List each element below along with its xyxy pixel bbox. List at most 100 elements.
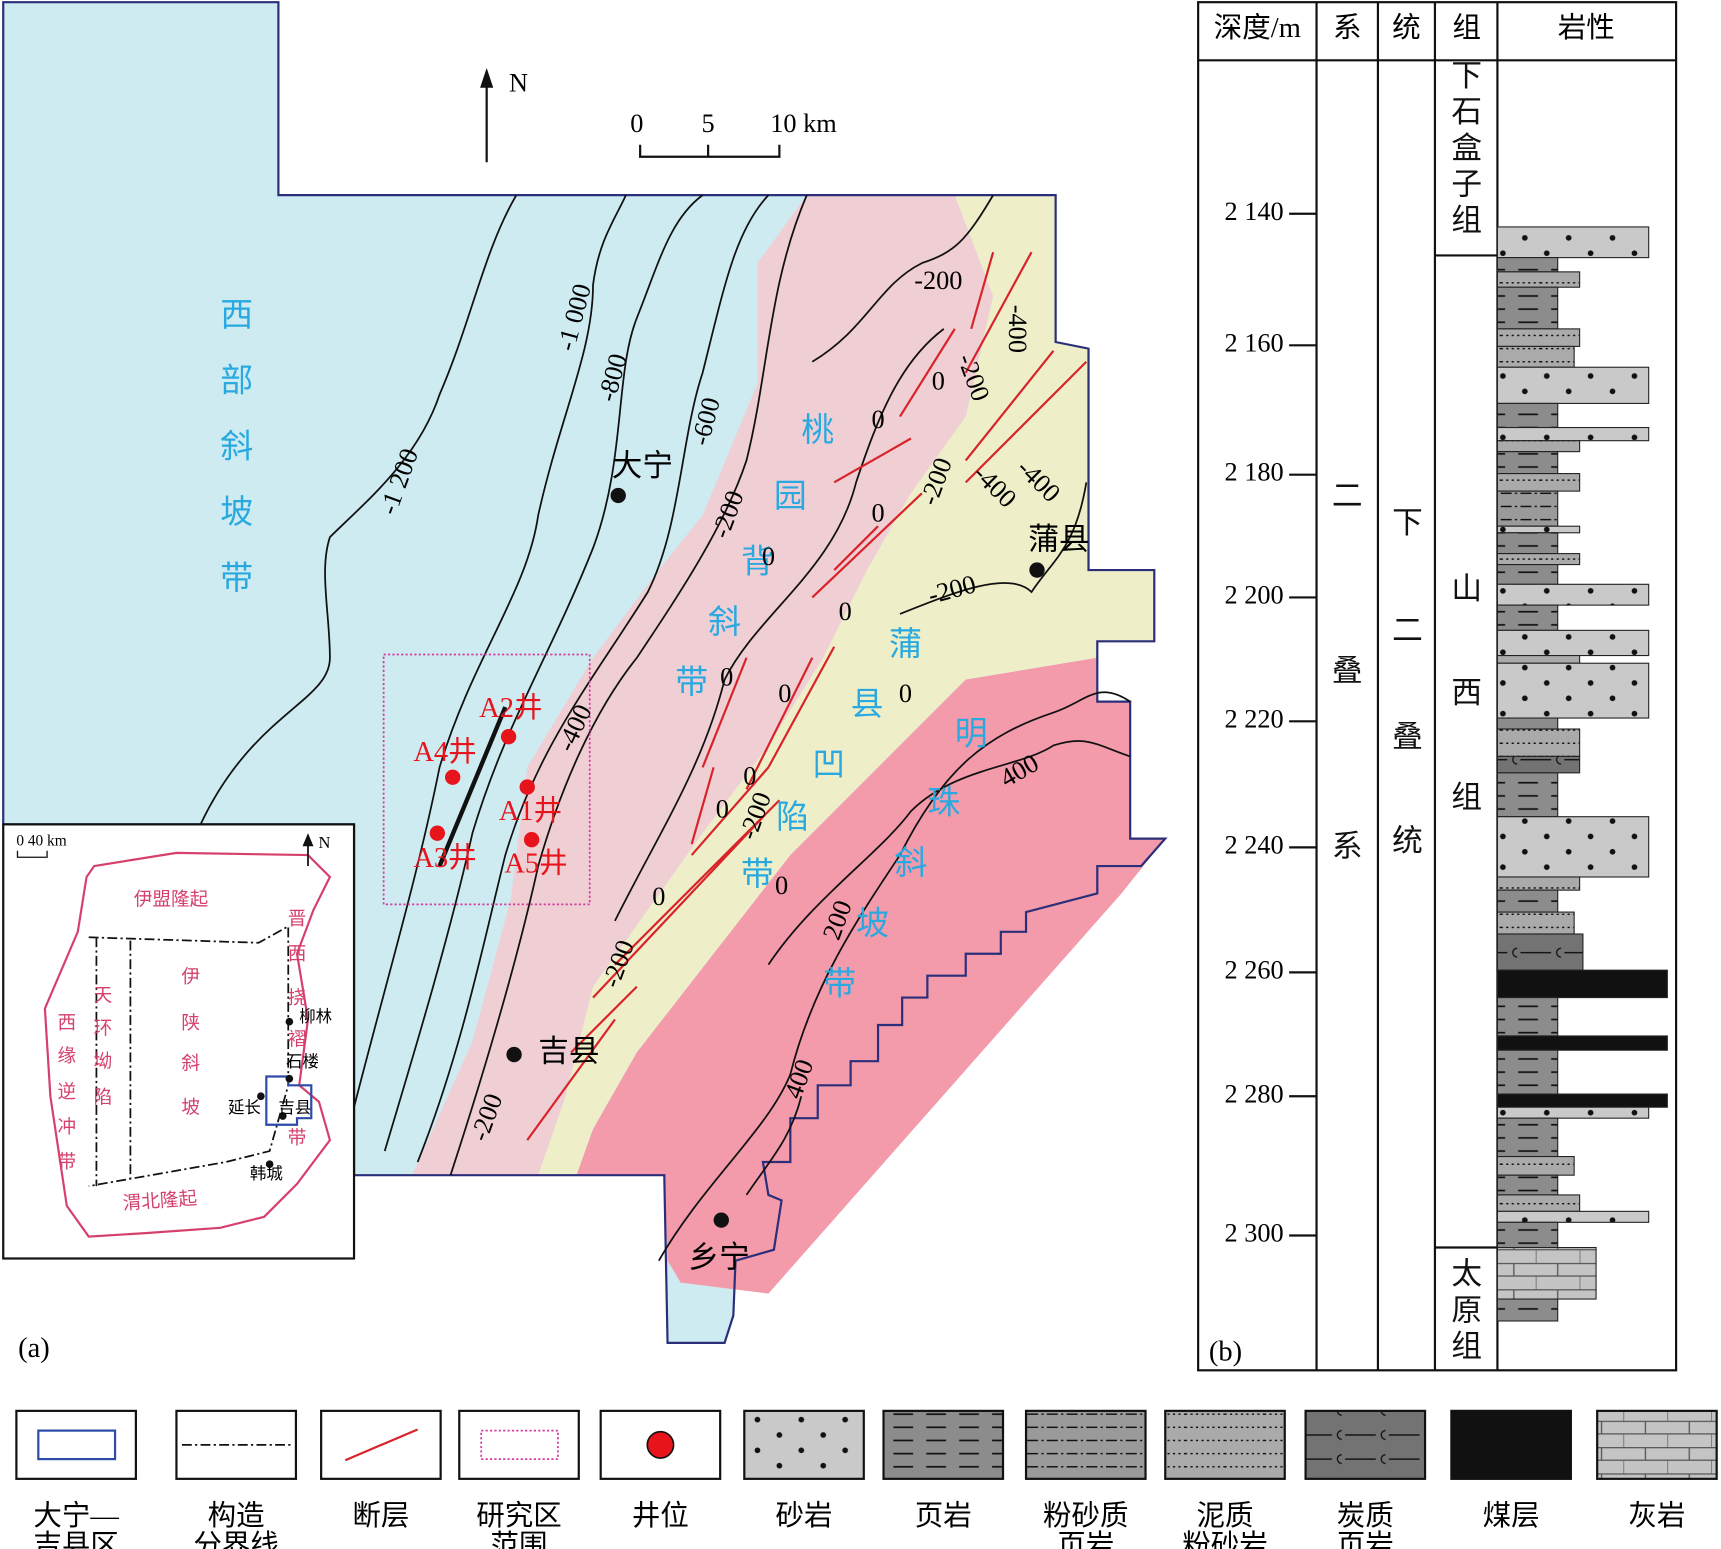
system-label: 二叠系 xyxy=(1332,479,1363,864)
char: 带 xyxy=(823,966,856,1002)
contour-label: -400 xyxy=(1003,305,1032,353)
town-label: 大宁 xyxy=(612,449,673,483)
legend-box xyxy=(743,1409,865,1480)
char: 坡 xyxy=(181,1098,200,1119)
lithology-layer xyxy=(1496,271,1581,288)
char: 坡 xyxy=(220,494,253,531)
char: 坡 xyxy=(856,905,889,942)
legend-box xyxy=(1164,1409,1286,1480)
char: 背 xyxy=(741,543,774,580)
contour-label: 0 xyxy=(899,679,912,708)
lithology-layer xyxy=(1496,1117,1559,1158)
lithology-layer xyxy=(1496,1106,1650,1119)
char: 组 xyxy=(1451,780,1482,814)
lithology-layer xyxy=(1496,969,1668,999)
contour-line xyxy=(383,194,704,1152)
lithology-layer xyxy=(1496,440,1581,453)
lithology-layer xyxy=(1496,1221,1559,1249)
contour-label: 0 xyxy=(778,679,791,708)
contour-label: 0 xyxy=(871,405,884,434)
legend-box xyxy=(882,1409,1005,1480)
main-fault xyxy=(437,706,508,867)
lithology-layer xyxy=(1496,889,1559,913)
lithology-layer xyxy=(1496,553,1581,566)
char: 原 xyxy=(1451,1293,1482,1327)
legend-symbol xyxy=(37,1429,117,1461)
char: 西 xyxy=(57,1013,76,1034)
char: 缘 xyxy=(57,1046,76,1067)
char: 伊 xyxy=(181,967,200,988)
legend-box xyxy=(458,1409,580,1480)
lithology-layer xyxy=(1496,426,1650,442)
depth-label: 2 280 xyxy=(1224,1079,1283,1108)
legend-label: 构造 xyxy=(208,1500,265,1532)
contour-label: 0 xyxy=(932,367,945,396)
char: 斜 xyxy=(708,603,741,640)
legend-label: 粉砂岩 xyxy=(1182,1529,1268,1549)
region-label: 西缘逆冲带 xyxy=(57,1013,76,1173)
char: 太 xyxy=(1451,1257,1482,1291)
legend-label: 粉砂质 xyxy=(1043,1500,1129,1532)
lithology-layer xyxy=(1496,1049,1559,1095)
contour-label: 0 xyxy=(871,498,884,527)
well-dot xyxy=(445,769,461,785)
lithology-layer xyxy=(1496,911,1575,935)
panel-label: (b) xyxy=(1209,1336,1242,1367)
legend-label: 煤层 xyxy=(1483,1500,1540,1532)
lithology-layer xyxy=(1496,655,1581,664)
lithology-layer xyxy=(1496,1035,1668,1051)
well-label: A3井 xyxy=(413,842,476,874)
inset-town-label: 吉县 xyxy=(278,1098,311,1117)
inset-scale xyxy=(16,850,48,858)
contour-line xyxy=(199,194,518,825)
depth-label: 2 240 xyxy=(1224,830,1283,859)
char: 天 xyxy=(94,986,113,1007)
scale-bar-line xyxy=(639,144,781,158)
well-label: A2井 xyxy=(479,692,542,724)
lithology-layer xyxy=(1496,328,1581,347)
lithology-layer xyxy=(1496,525,1581,534)
contours xyxy=(199,194,1131,1262)
lithology-layer xyxy=(1496,226,1650,259)
contour-line xyxy=(899,482,1088,615)
depth-label: 2 140 xyxy=(1224,197,1283,226)
char: 部 xyxy=(220,362,253,399)
well-label: A1井 xyxy=(499,795,562,827)
town-dot xyxy=(610,487,626,504)
char: 组 xyxy=(1451,204,1482,238)
char: 陷 xyxy=(94,1088,113,1109)
legend-box xyxy=(1450,1409,1572,1480)
inset-scale-label: 0 40 km xyxy=(16,832,66,849)
char: 山 xyxy=(1451,572,1482,606)
lithology-layer xyxy=(1496,933,1584,971)
char: 系 xyxy=(1332,830,1363,864)
char: 带 xyxy=(675,665,708,701)
column-header: 岩性 xyxy=(1558,12,1615,44)
legend-label: 砂岩 xyxy=(776,1500,833,1532)
legend-label: 页岩 xyxy=(1057,1529,1114,1549)
char: 斜 xyxy=(220,428,253,465)
lithology-layer xyxy=(1496,876,1581,891)
lithology-layer xyxy=(1496,1246,1597,1300)
char: 带 xyxy=(220,561,253,597)
char: 西 xyxy=(220,297,253,333)
char: 明 xyxy=(955,716,988,752)
legend-box xyxy=(1024,1409,1147,1480)
lithology-layer xyxy=(1496,532,1559,555)
scale-label: 0 xyxy=(630,109,643,138)
legend-box xyxy=(15,1409,137,1480)
legend-label: 大宁— xyxy=(33,1500,119,1532)
map-boundary xyxy=(2,1,1168,1345)
inset-town-dot xyxy=(285,1074,294,1083)
char: 褶 xyxy=(288,1030,307,1051)
legend-label: 井位 xyxy=(632,1500,689,1532)
contour-line xyxy=(811,194,994,363)
well-dot xyxy=(500,729,517,745)
char: 二 xyxy=(1392,614,1423,648)
inset-town-dot xyxy=(265,1160,274,1169)
series-label: 下二叠统 xyxy=(1392,506,1423,858)
lithology-layer xyxy=(1496,1093,1668,1108)
char: 环 xyxy=(94,1019,113,1040)
